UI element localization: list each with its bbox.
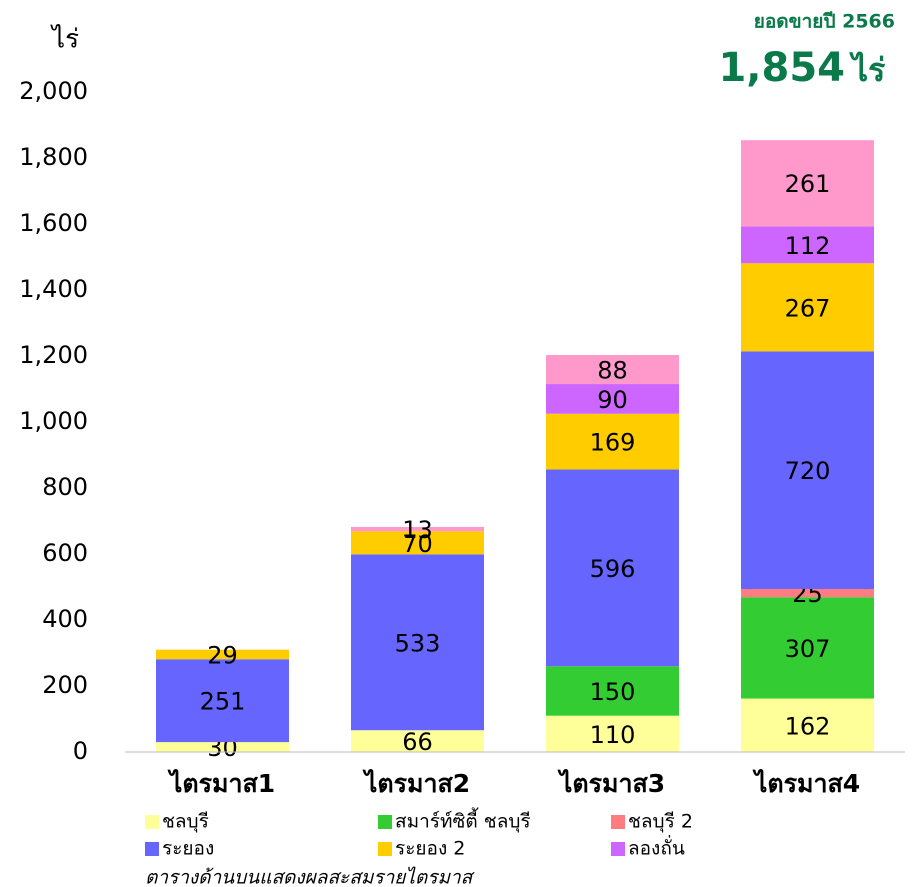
legend-label: ลองถั่น: [628, 835, 685, 860]
y-tick-label: 1,800: [19, 143, 88, 171]
legend-swatch: [145, 842, 159, 856]
legend-swatch: [378, 842, 392, 856]
data-label: 150: [590, 678, 636, 706]
footnote: ตารางด้านบนแสดงผลสะสมรายไตรมาส: [145, 866, 476, 887]
bar-segment: [546, 413, 679, 470]
legend-label: ระยอง 2: [395, 838, 465, 860]
data-label: 596: [590, 555, 636, 583]
bar-segment: [546, 469, 679, 667]
data-label: 66: [402, 728, 433, 756]
bar-segment: [546, 384, 679, 414]
data-label: 88: [597, 357, 628, 385]
data-label: 261: [785, 170, 831, 198]
annotation-label: ยอดขายปี 2566: [754, 11, 895, 33]
y-tick-label: 400: [42, 605, 88, 633]
data-label: 720: [785, 457, 831, 485]
bar-segment: [546, 666, 679, 716]
x-tick-label: ไตรมาส4: [752, 768, 860, 798]
legend-swatch: [145, 815, 159, 829]
bar-segment: [741, 263, 874, 352]
bar-segment: [741, 226, 874, 264]
data-label: 251: [200, 688, 246, 716]
legend-swatch: [378, 815, 392, 829]
bar-segment: [156, 659, 289, 743]
legend-label: สมาร์ท์ซิตี้ ชลบุรี: [395, 808, 531, 834]
y-tick-label: 1,400: [19, 275, 88, 303]
x-tick-label: ไตรมาส1: [167, 768, 275, 798]
x-tick-label: ไตรมาส2: [362, 768, 470, 798]
bar-segment: [351, 554, 484, 731]
data-label: 70: [402, 530, 433, 558]
bar-segment: [546, 355, 679, 385]
data-label: 110: [590, 721, 636, 749]
y-tick-label: 800: [42, 473, 88, 501]
data-label: 29: [207, 641, 238, 669]
legend-swatch: [611, 815, 625, 829]
legend-label: ชลบุรี 2: [628, 811, 693, 834]
y-tick-label: 0: [73, 737, 88, 765]
annotation-unit: ไร่: [849, 51, 885, 89]
y-tick-label: 1,000: [19, 407, 88, 435]
bar-segment: [546, 715, 679, 752]
bar-segment: [351, 531, 484, 555]
bar-segment: [741, 698, 874, 752]
legend-label: ชลบุรี: [162, 811, 209, 834]
data-label: 533: [395, 629, 441, 657]
bar-segment: [741, 351, 874, 589]
bar-segment: [351, 526, 484, 532]
y-tick-label: 200: [42, 671, 88, 699]
bar-segment: [741, 597, 874, 699]
legend-label: ระยอง: [162, 838, 214, 860]
y-tick-label: 2,000: [19, 77, 88, 105]
y-tick-label: 600: [42, 539, 88, 567]
data-label: 169: [590, 429, 636, 457]
data-label: 90: [597, 386, 628, 414]
bar-segment: [156, 649, 289, 660]
bar-segment: [741, 140, 874, 227]
bar-segment: [156, 742, 289, 752]
y-tick-label: 1,200: [19, 341, 88, 369]
x-tick-label: ไตรมาส3: [557, 768, 665, 798]
data-label: 307: [785, 635, 831, 663]
data-label: 162: [785, 712, 831, 740]
annotation-total: 1,854: [718, 45, 845, 91]
legend-swatch: [611, 842, 625, 856]
bar-segment: [741, 588, 874, 598]
data-label: 267: [785, 294, 831, 322]
y-axis-label: ไร่: [50, 24, 79, 55]
bar-segment: [351, 730, 484, 752]
data-label: 13: [402, 516, 433, 544]
data-label: 112: [785, 232, 831, 260]
y-tick-label: 1,600: [19, 209, 88, 237]
